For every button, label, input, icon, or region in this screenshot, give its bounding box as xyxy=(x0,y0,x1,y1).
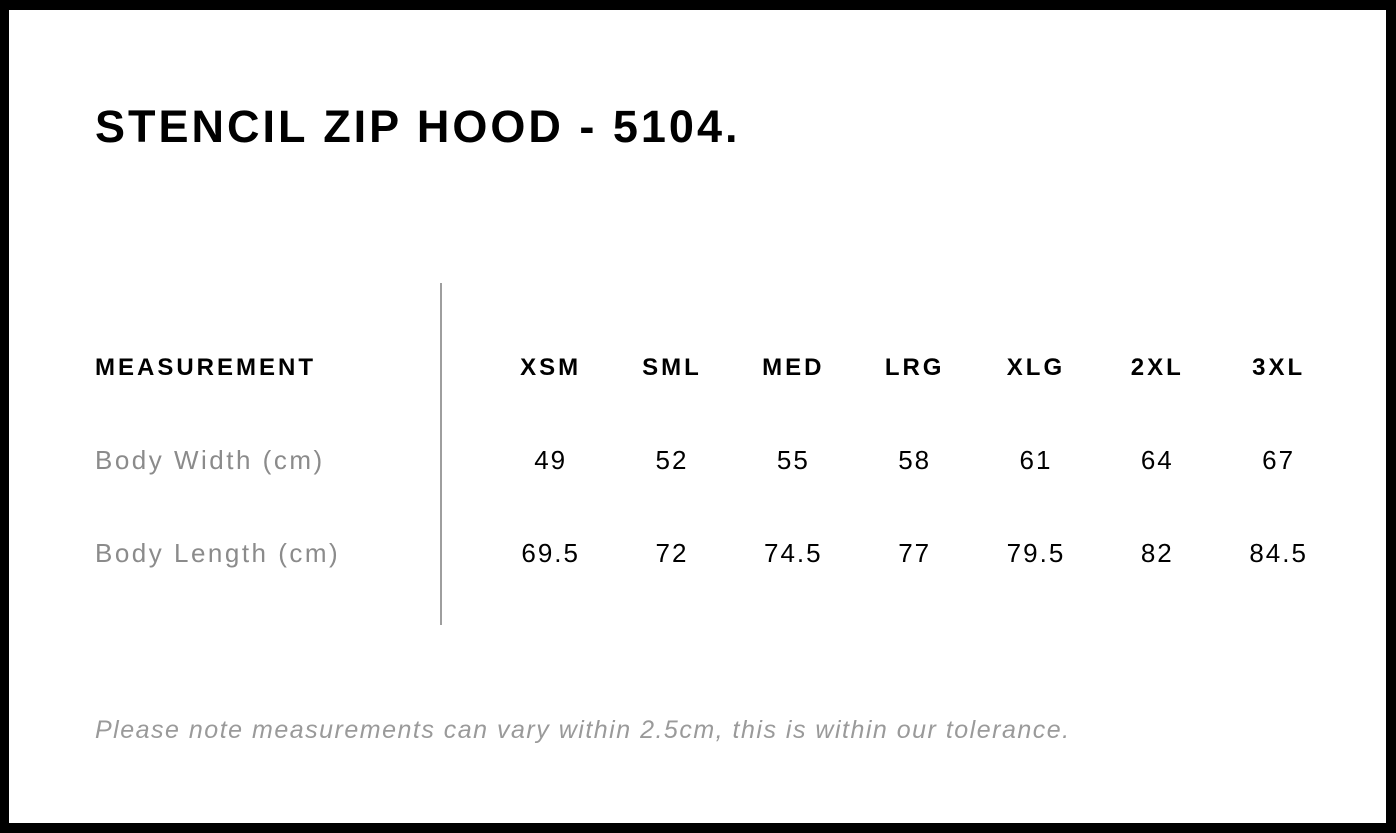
body-width-xsm: 49 xyxy=(534,445,568,475)
tolerance-note: Please note measurements can vary within… xyxy=(95,716,1071,744)
body-width-xlg: 61 xyxy=(1019,445,1053,475)
column-header-xsm: XSM xyxy=(520,354,582,381)
body-width-3xl: 67 xyxy=(1262,445,1296,475)
body-width-med: 55 xyxy=(776,445,810,475)
row-label-body-width: Body Width (cm) xyxy=(95,445,325,475)
body-length-xlg: 79.5 xyxy=(1006,538,1066,568)
column-header-xlg: XLG xyxy=(1006,354,1066,381)
table-row-body-length: Body Length (cm) 69.5 72 74.5 77 79.5 82… xyxy=(95,538,1355,568)
body-length-med: 74.5 xyxy=(764,538,823,568)
row-label-body-length: Body Length (cm) xyxy=(95,538,341,568)
column-header-measurement: MEASUREMENT xyxy=(95,354,317,381)
body-length-sml: 72 xyxy=(655,538,689,568)
table-row-body-width: Body Width (cm) 49 52 55 58 61 64 67 xyxy=(95,445,1355,475)
body-length-xsm: 69.5 xyxy=(521,538,580,568)
column-header-lrg: LRG xyxy=(884,354,945,381)
page-title: STENCIL ZIP HOOD - 5104. xyxy=(95,101,741,152)
column-header-2xl: 2XL xyxy=(1130,354,1184,381)
column-header-3xl: 3XL xyxy=(1252,354,1306,381)
body-length-lrg: 77 xyxy=(898,538,932,568)
body-width-sml: 52 xyxy=(655,445,689,475)
table-vertical-divider xyxy=(440,283,442,625)
body-length-3xl: 84.5 xyxy=(1249,538,1308,568)
column-header-sml: SML xyxy=(642,354,702,381)
body-width-lrg: 58 xyxy=(898,445,932,475)
table-header-row: MEASUREMENT XSM SML MED LRG XLG 2XL 3XL xyxy=(95,353,1355,383)
body-width-2xl: 64 xyxy=(1140,445,1174,475)
body-length-2xl: 82 xyxy=(1140,538,1174,568)
column-header-med: MED xyxy=(762,354,825,381)
